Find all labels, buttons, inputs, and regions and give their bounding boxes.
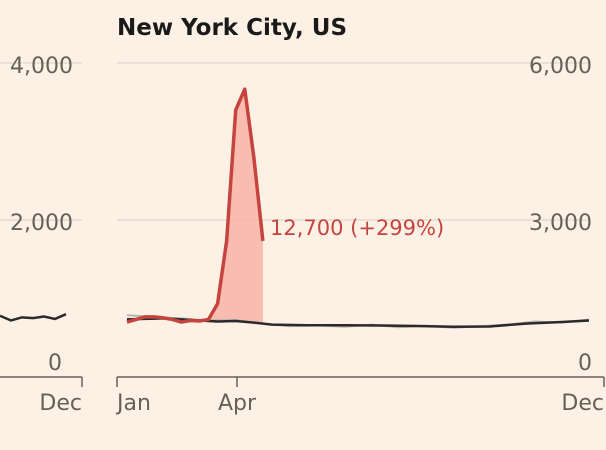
- left-y-tick-top: 4,000: [10, 54, 73, 79]
- main-panel: New York City, US 6,000 3,000 0 Jan Apr …: [115, 15, 605, 416]
- right-y-tick-top: 6,000: [529, 54, 592, 79]
- excess-area: [208, 89, 263, 324]
- peak-annotation: 12,700 (+299%): [270, 216, 444, 240]
- right-y-tick-zero: 0: [578, 351, 592, 376]
- left-x-tick-dec: Dec: [39, 391, 82, 416]
- series-line-2020: [126, 87, 265, 324]
- x-tick-dec: Dec: [561, 391, 604, 416]
- left-y-tick-zero: 0: [48, 351, 62, 376]
- left-panel: 4,000 2,000 0 Dec: [0, 54, 83, 416]
- left-series-line: [0, 313, 67, 322]
- chart-title: New York City, US: [117, 15, 347, 41]
- x-tick-apr: Apr: [218, 391, 257, 416]
- right-y-tick-mid: 3,000: [529, 211, 592, 236]
- x-tick-jan: Jan: [115, 391, 151, 416]
- left-y-tick-mid: 2,000: [10, 211, 73, 236]
